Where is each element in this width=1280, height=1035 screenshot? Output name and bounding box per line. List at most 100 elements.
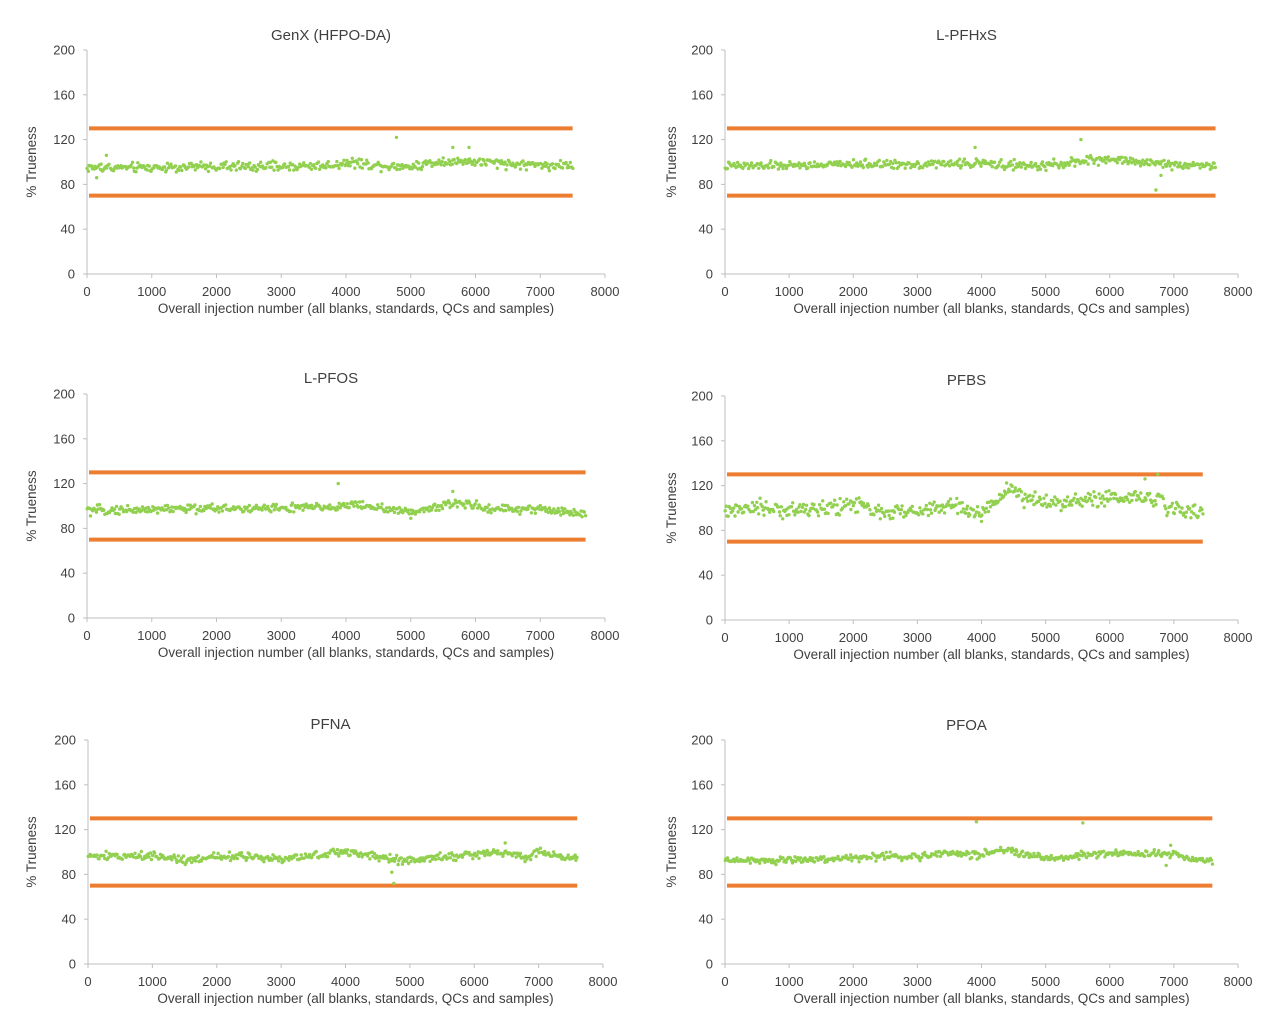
data-point xyxy=(928,162,933,167)
data-point xyxy=(1019,490,1023,494)
data-point xyxy=(248,161,252,165)
data-point xyxy=(575,855,579,860)
data-point xyxy=(409,516,413,520)
data-point xyxy=(899,508,904,512)
data-point xyxy=(1004,481,1009,485)
data-point xyxy=(268,160,273,164)
data-point xyxy=(214,507,219,512)
data-point xyxy=(1083,495,1088,499)
data-point xyxy=(337,501,341,505)
data-point xyxy=(334,851,339,856)
data-point xyxy=(274,160,278,165)
data-point xyxy=(752,504,757,508)
data-point xyxy=(940,163,944,167)
data-point xyxy=(1174,160,1178,165)
data-point xyxy=(1154,188,1158,192)
x-axis-label: Overall injection number (all blanks, st… xyxy=(793,647,1189,662)
data-point xyxy=(1022,854,1027,859)
data-point xyxy=(1058,499,1062,503)
data-point xyxy=(167,506,171,510)
data-point xyxy=(928,508,933,512)
data-point xyxy=(1057,166,1061,170)
x-tick-label: 3000 xyxy=(903,974,932,989)
y-tick-label: 40 xyxy=(699,568,713,583)
data-point xyxy=(447,852,451,856)
data-point xyxy=(359,158,364,162)
data-point xyxy=(728,506,733,510)
data-point xyxy=(150,853,155,858)
data-point xyxy=(934,166,938,170)
data-point xyxy=(801,502,806,507)
data-point xyxy=(1163,504,1167,508)
data-point xyxy=(335,508,339,512)
data-point xyxy=(193,503,197,507)
y-tick-label: 80 xyxy=(699,177,713,192)
chart-title: L-PFOS xyxy=(304,370,358,387)
data-point xyxy=(462,502,466,506)
data-point xyxy=(1181,166,1185,171)
data-point xyxy=(357,500,362,504)
data-point xyxy=(996,499,1000,504)
data-point xyxy=(193,168,197,172)
data-point xyxy=(1102,504,1107,508)
data-point xyxy=(868,508,872,512)
x-axis-label: Overall injection number (all blanks, st… xyxy=(793,991,1189,1006)
data-point xyxy=(233,164,237,168)
data-point xyxy=(419,856,423,860)
data-point xyxy=(176,854,181,858)
data-point xyxy=(547,506,552,510)
data-point xyxy=(317,167,322,171)
data-point xyxy=(467,850,471,855)
data-point xyxy=(875,163,879,167)
data-point xyxy=(115,852,119,857)
data-point xyxy=(1073,164,1077,168)
data-point xyxy=(538,846,543,850)
data-point xyxy=(794,507,799,512)
data-point xyxy=(366,161,370,165)
data-point xyxy=(925,164,929,168)
data-point xyxy=(1189,516,1193,520)
data-point xyxy=(345,851,349,855)
x-tick-label: 5000 xyxy=(1031,284,1060,299)
data-point xyxy=(515,509,519,514)
data-point xyxy=(732,506,736,510)
data-point xyxy=(793,513,797,517)
data-point xyxy=(847,502,851,506)
x-tick-label: 7000 xyxy=(526,284,555,299)
data-point xyxy=(216,851,220,856)
data-point xyxy=(247,503,251,508)
data-point xyxy=(428,505,432,509)
data-point xyxy=(1189,510,1194,514)
data-point xyxy=(788,856,793,860)
data-point xyxy=(799,856,803,860)
data-point xyxy=(95,853,99,857)
data-point xyxy=(1065,495,1070,499)
y-tick-label: 0 xyxy=(68,611,75,626)
data-point xyxy=(467,501,472,505)
data-point xyxy=(447,501,452,505)
data-point xyxy=(857,860,861,864)
data-point xyxy=(340,161,344,166)
data-point xyxy=(1209,858,1213,862)
data-point xyxy=(440,160,444,164)
data-point xyxy=(400,163,404,167)
data-point xyxy=(880,164,885,169)
data-point xyxy=(1060,855,1064,859)
data-point xyxy=(843,504,848,508)
data-point xyxy=(831,163,835,167)
data-point xyxy=(190,860,194,865)
data-point xyxy=(324,166,328,170)
data-point xyxy=(1210,166,1215,170)
data-point xyxy=(1060,163,1064,167)
data-point xyxy=(1180,506,1184,510)
data-point xyxy=(838,496,842,501)
y-tick-label: 200 xyxy=(53,387,75,402)
data-point xyxy=(1173,506,1178,511)
data-point xyxy=(979,164,983,168)
data-point xyxy=(455,161,459,166)
x-tick-label: 0 xyxy=(83,628,90,643)
data-point xyxy=(1044,493,1048,497)
y-axis-label: % Trueness xyxy=(664,472,679,544)
data-point xyxy=(392,859,397,863)
